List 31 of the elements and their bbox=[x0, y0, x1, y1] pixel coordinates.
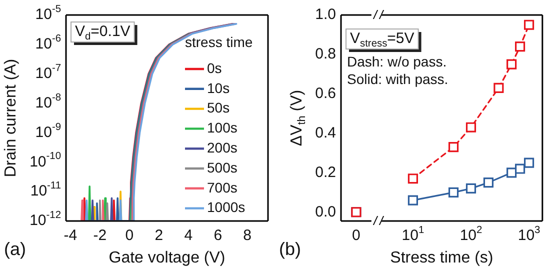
x-axis-title: Gate voltage (V) bbox=[108, 249, 226, 266]
x-tick-label: 6 bbox=[214, 227, 222, 244]
legend-label: 500s bbox=[207, 159, 238, 176]
x-tick-label: 0 bbox=[125, 227, 134, 244]
legend-label: 50s bbox=[207, 100, 230, 116]
legend-label: 200s bbox=[207, 139, 238, 156]
legend-label: 700s bbox=[207, 179, 238, 196]
legend-label: 1000s bbox=[207, 199, 246, 216]
legend-title: stress time bbox=[185, 34, 253, 50]
y-tick-label: 0.2 bbox=[315, 164, 336, 181]
y-tick-label: 0.0 bbox=[315, 203, 336, 220]
x-tick-label: 8 bbox=[243, 227, 252, 244]
annotation: Solid: with pass. bbox=[347, 70, 448, 87]
y-tick-label: 0.8 bbox=[315, 46, 336, 63]
legend-label: 0s bbox=[207, 60, 222, 76]
x-tick-label: 2 bbox=[154, 227, 164, 244]
text: (b) bbox=[279, 238, 301, 259]
x-tick-label: 4 bbox=[184, 227, 193, 244]
x-tick-label: -2 bbox=[93, 227, 107, 244]
text: (a) bbox=[4, 238, 26, 259]
y-tick-label: 0.4 bbox=[315, 124, 336, 142]
annotation: Dash: w/o pass. bbox=[347, 53, 447, 70]
y-tick-label: 1.0 bbox=[315, 6, 336, 24]
y-axis-title: ΔVth (V) bbox=[288, 90, 308, 146]
x-tick-label: 0 bbox=[352, 227, 360, 244]
y-tick-label: 0.6 bbox=[315, 84, 336, 102]
x-tick-label: -4 bbox=[64, 227, 78, 244]
legend-label: 10s bbox=[207, 80, 230, 96]
y-axis-title: Drain current (A) bbox=[2, 58, 20, 178]
legend-label: 100s bbox=[207, 120, 238, 136]
x-axis-title: Stress time (s) bbox=[390, 249, 494, 266]
